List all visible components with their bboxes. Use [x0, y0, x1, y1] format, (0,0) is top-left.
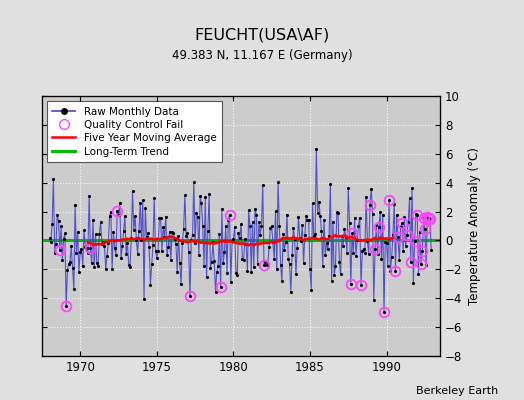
Legend: Raw Monthly Data, Quality Control Fail, Five Year Moving Average, Long-Term Tren: Raw Monthly Data, Quality Control Fail, …	[47, 101, 222, 162]
Text: 49.383 N, 11.167 E (Germany): 49.383 N, 11.167 E (Germany)	[172, 49, 352, 62]
Text: FEUCHT(USA\AF): FEUCHT(USA\AF)	[194, 27, 330, 42]
Text: Berkeley Earth: Berkeley Earth	[416, 386, 498, 396]
Y-axis label: Temperature Anomaly (°C): Temperature Anomaly (°C)	[468, 147, 481, 305]
